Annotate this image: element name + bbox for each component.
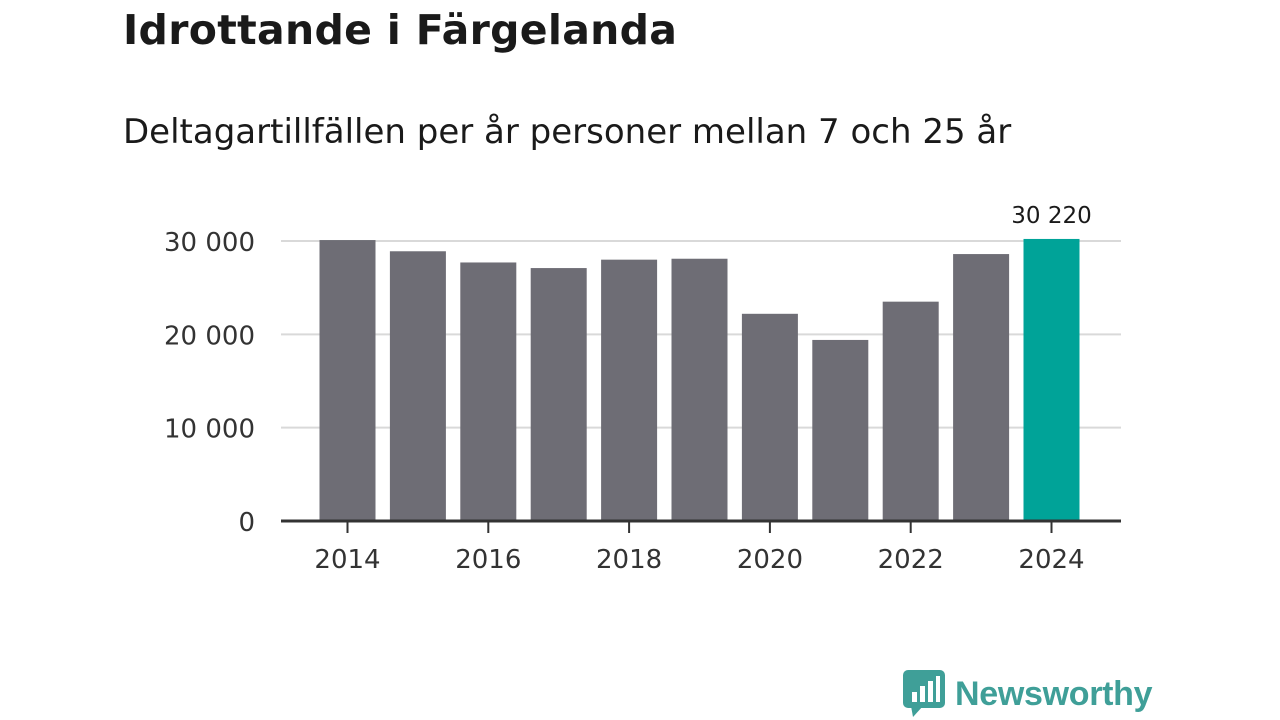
bar-2022 <box>882 301 939 521</box>
x-tick-label: 2016 <box>455 545 521 575</box>
x-tick-label: 2020 <box>737 545 803 575</box>
bar-2024 <box>1023 238 1080 522</box>
brand-name: Newsworthy <box>955 674 1153 713</box>
chart-title: Idrottande i Färgelanda <box>123 6 678 54</box>
bar-2015 <box>389 251 446 521</box>
bar-chart-speech-bubble-icon <box>903 670 945 717</box>
y-tick-label: 20 000 <box>164 321 255 351</box>
bar-2023 <box>953 254 1010 522</box>
bar-2016 <box>460 262 517 521</box>
data-label: 30 220 <box>1011 203 1091 229</box>
y-tick-label: 30 000 <box>164 228 255 258</box>
y-tick-label: 10 000 <box>164 415 255 445</box>
x-tick-label: 2022 <box>878 545 944 575</box>
bar-2020 <box>741 313 798 521</box>
bar-2014 <box>319 240 376 522</box>
chart-subtitle: Deltagartillfällen per år personer mella… <box>123 112 1012 152</box>
x-tick-label: 2024 <box>1018 545 1084 575</box>
x-tick-label: 2014 <box>314 545 380 575</box>
bar-2017 <box>530 268 587 521</box>
bar-2018 <box>601 259 658 521</box>
y-tick-label: 0 <box>238 508 255 538</box>
bar-2019 <box>671 258 728 521</box>
x-tick-label: 2018 <box>596 545 662 575</box>
brand-logo: Newsworthy <box>903 670 1153 718</box>
bar-2021 <box>812 339 869 521</box>
